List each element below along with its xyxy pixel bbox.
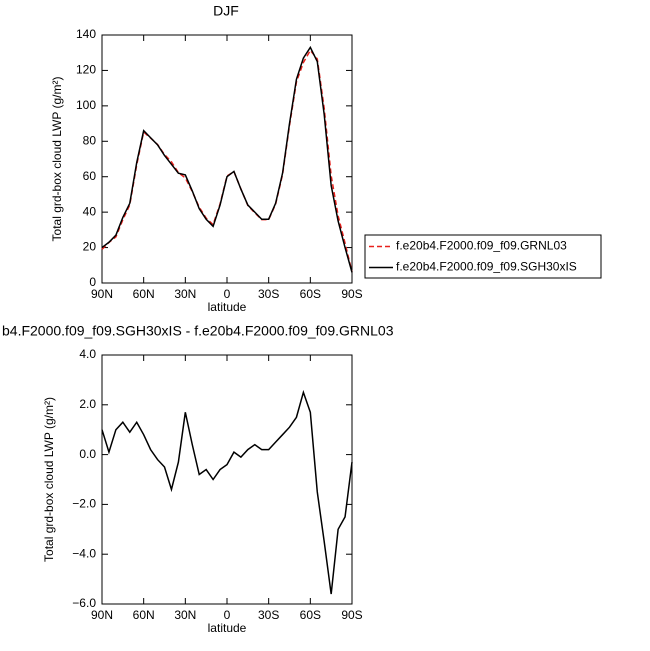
x-tick-label: 30N (174, 608, 196, 622)
y-tick-label: 80 (83, 133, 97, 147)
y-tick-label: 120 (76, 63, 96, 77)
x-tick-label: 0 (224, 608, 231, 622)
y-tick-label: 2.0 (79, 397, 96, 411)
x-tick-label: 90S (341, 608, 362, 622)
x-tick-label: 60N (133, 287, 155, 301)
y-tick-label: 4.0 (79, 347, 96, 361)
y-axis-label: Total grd-box cloud LWP (g/m²) (42, 397, 56, 562)
chart-title: b4.F2000.f09_f09.SGH30xIS - f.e20b4.F200… (2, 323, 394, 339)
chart-title: DJF (213, 3, 239, 19)
y-tick-label: 20 (83, 240, 97, 254)
x-axis-label: latitude (208, 621, 247, 635)
x-tick-label: 30S (258, 608, 279, 622)
y-axis-label: Total grd-box cloud LWP (g/m²) (50, 77, 64, 242)
x-axis-label: latitude (208, 300, 247, 314)
y-tick-label: 0.0 (79, 447, 96, 461)
x-tick-label: 60S (300, 287, 321, 301)
y-tick-label: −2.0 (72, 497, 96, 511)
x-tick-label: 60N (133, 608, 155, 622)
plot-frame (101, 34, 353, 284)
y-tick-label: 0 (89, 275, 96, 289)
data-line (101, 45, 353, 273)
x-tick-label: 60S (300, 608, 321, 622)
legend-box (364, 234, 602, 279)
y-tick-label: 60 (83, 169, 97, 183)
y-tick-label: 140 (76, 27, 96, 41)
y-tick-label: 40 (83, 204, 97, 218)
x-tick-label: 30S (258, 287, 279, 301)
legend-label: f.e20b4.F2000.f09_f09.GRNL03 (396, 239, 567, 253)
data-line (101, 389, 353, 595)
x-tick-label: 90N (91, 287, 113, 301)
y-tick-label: 100 (76, 98, 96, 112)
y-tick-label: −6.0 (72, 596, 96, 610)
x-tick-label: 0 (224, 287, 231, 301)
plot-frame (101, 354, 353, 605)
x-tick-label: 90S (341, 287, 362, 301)
legend-label: f.e20b4.F2000.f09_f09.SGH30xIS (396, 260, 577, 274)
y-tick-label: −4.0 (72, 546, 96, 560)
x-tick-label: 30N (174, 287, 196, 301)
data-line (101, 49, 353, 273)
x-tick-label: 90N (91, 608, 113, 622)
